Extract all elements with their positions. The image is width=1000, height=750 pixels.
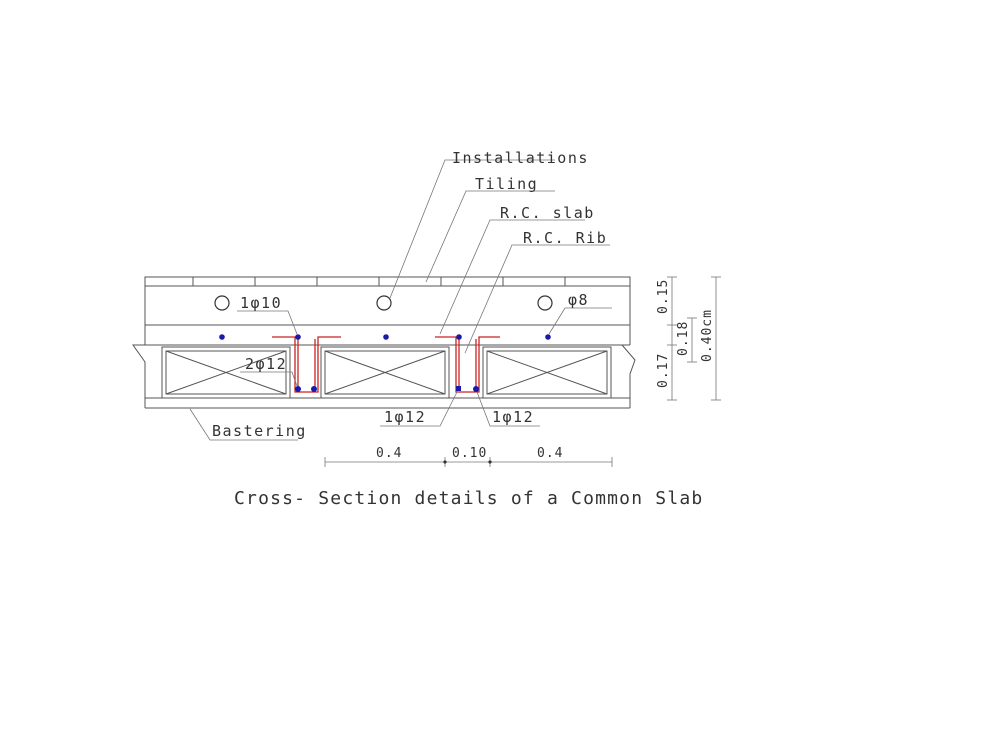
vertical-dimensions: 0.15 0.17 0.18 0.40cm: [656, 276, 721, 401]
component-labels: Installations Tiling R.C. slab R.C. Rib …: [212, 149, 607, 440]
dim-block-width-left: 0.4: [376, 446, 402, 461]
rebar-phi8-1: [219, 334, 225, 340]
label-rc-slab: R.C. slab: [500, 204, 595, 222]
label-tiling: Tiling: [475, 175, 538, 193]
hollow-block-right: [482, 346, 612, 399]
rib-stirrup-left: [272, 336, 341, 393]
label-phi8: φ8: [568, 291, 589, 309]
leader-lines: [189, 159, 612, 441]
tile-joints: [192, 277, 566, 286]
rebar-2phi12-a: [295, 386, 301, 392]
dim-block-width-right: 0.4: [537, 446, 563, 461]
dim-rib-width: 0.10: [452, 446, 487, 461]
installation-pipe-2: [376, 295, 392, 311]
hollow-block-left: [161, 346, 291, 399]
label-1phi12-right: 1φ12: [492, 408, 534, 426]
horizontal-dimensions: 0.4 0.10 0.4: [324, 446, 613, 467]
slab-break-right: [620, 344, 636, 408]
slab-break-left: [132, 344, 146, 408]
dim-total-thickness: 0.40cm: [700, 309, 715, 362]
rebar-phi8-3: [545, 334, 551, 340]
installation-pipe-3: [537, 295, 553, 311]
hollow-blocks: [161, 346, 612, 399]
label-installations: Installations: [452, 149, 589, 167]
rebar-2phi12-b: [311, 386, 317, 392]
tiling-layer: [144, 276, 631, 287]
dim-screed-thickness: 0.15: [656, 279, 671, 314]
slab-body: [132, 276, 636, 409]
rib-reinforcement: [272, 336, 500, 393]
rebar-1phi10-left: [295, 334, 301, 340]
rebar-1phi12-b: [473, 386, 479, 392]
rebar-1phi10-right: [456, 334, 462, 340]
rib-stirrup-right: [435, 336, 500, 393]
label-1phi12-left: 1φ12: [384, 408, 426, 426]
rebar-1phi12-a: [456, 386, 461, 391]
drawing-caption: Cross- Section details of a Common Slab: [234, 488, 703, 509]
hollow-block-middle: [320, 346, 450, 399]
dim-block-height: 0.17: [656, 353, 671, 388]
rebar-phi8-2: [383, 334, 389, 340]
dim-slab-thickness: 0.18: [676, 321, 691, 356]
label-rc-rib: R.C. Rib: [523, 229, 607, 247]
installation-pipe-1: [214, 295, 230, 311]
label-2phi12: 2φ12: [245, 355, 287, 373]
label-1phi10: 1φ10: [240, 294, 282, 312]
rebar-dots: [219, 334, 551, 392]
label-plastering: Bastering: [212, 422, 307, 440]
